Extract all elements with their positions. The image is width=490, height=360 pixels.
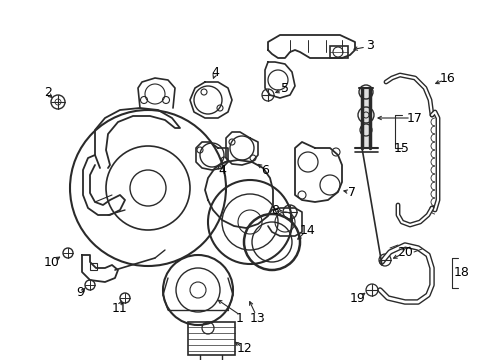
Text: 16: 16 <box>440 72 456 85</box>
Text: 6: 6 <box>261 163 269 176</box>
Text: 18: 18 <box>454 266 470 279</box>
Text: 8: 8 <box>271 203 279 216</box>
Text: 4: 4 <box>211 66 219 78</box>
Text: 7: 7 <box>348 185 356 198</box>
Text: 13: 13 <box>250 311 266 324</box>
Text: 11: 11 <box>112 302 128 315</box>
Text: 15: 15 <box>394 141 410 154</box>
Text: 9: 9 <box>76 285 84 298</box>
Text: 5: 5 <box>281 81 289 95</box>
Text: 20: 20 <box>397 246 413 258</box>
Text: 19: 19 <box>350 292 366 305</box>
Text: 1: 1 <box>236 311 244 324</box>
Text: 17: 17 <box>407 112 423 125</box>
Text: 3: 3 <box>366 39 374 51</box>
Text: 12: 12 <box>237 342 253 355</box>
Text: 14: 14 <box>300 224 316 237</box>
Text: 4: 4 <box>218 163 226 176</box>
Text: 2: 2 <box>44 86 52 99</box>
Text: 10: 10 <box>44 256 60 269</box>
